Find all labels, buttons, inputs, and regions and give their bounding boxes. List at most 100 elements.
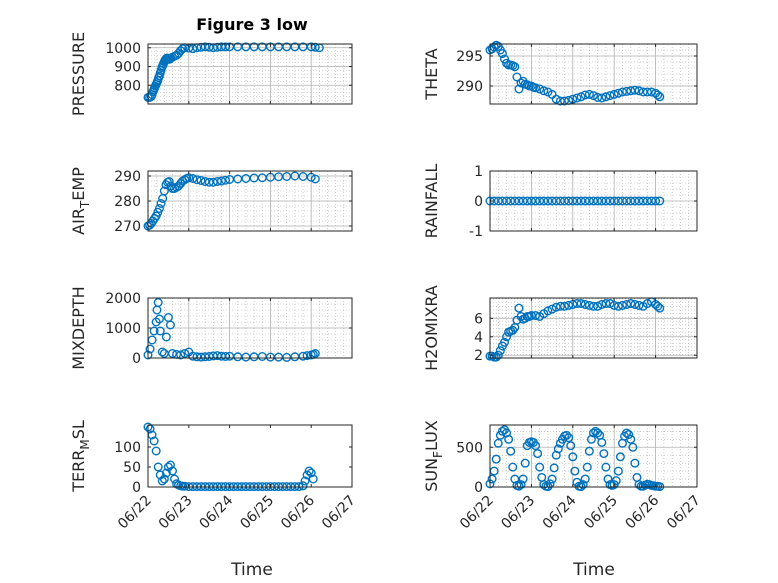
y-tick-label: -1 — [469, 224, 483, 240]
data-point — [613, 88, 623, 98]
x-tick-label: 06/22 — [115, 493, 155, 533]
data-point — [188, 173, 198, 183]
data-point — [208, 177, 218, 187]
data-point — [539, 480, 549, 490]
data-point — [167, 466, 177, 476]
data-point — [165, 460, 175, 470]
data-point — [628, 442, 638, 452]
data-point — [560, 301, 570, 311]
data-point — [642, 299, 652, 309]
data-point — [298, 481, 308, 491]
data-point — [310, 174, 320, 184]
y-tick-label: 280 — [114, 194, 141, 210]
data-point — [547, 304, 557, 314]
data-point — [566, 441, 576, 451]
data-point — [593, 428, 603, 438]
data-point — [601, 92, 611, 102]
data-point — [497, 49, 507, 59]
y-tick-label: 6 — [474, 311, 483, 327]
axes-box — [489, 43, 698, 105]
y-tick-label: 100 — [114, 440, 141, 456]
data-point — [551, 94, 561, 104]
data-point — [304, 466, 314, 476]
data-point — [497, 426, 507, 436]
data-point — [611, 476, 621, 486]
y-axis-label: PRESSURE — [69, 32, 88, 116]
data-point — [499, 337, 509, 347]
y-tick-label: 1 — [474, 164, 483, 180]
data-point — [634, 86, 644, 96]
data-point — [553, 444, 563, 454]
y-tick-label: 500 — [456, 440, 483, 456]
data-point — [547, 474, 557, 484]
data-point — [164, 176, 174, 186]
data-point — [535, 462, 545, 472]
data-point — [192, 175, 202, 185]
data-point — [161, 332, 171, 342]
data-point — [593, 92, 603, 102]
data-point — [153, 298, 163, 308]
data-point — [597, 93, 607, 103]
data-point — [212, 176, 222, 186]
chart-h2omixra: 2 4 6 H2OMIXRA — [422, 285, 698, 371]
data-point — [597, 299, 607, 309]
data-point — [510, 62, 520, 72]
data-point — [145, 344, 155, 354]
chart-rainfall: -1 0 1 RAINFALL — [422, 164, 698, 240]
data-point — [306, 468, 316, 478]
data-point — [493, 350, 503, 360]
data-point — [599, 449, 609, 459]
chart-sun_flux: 06/22 06/23 06/24 06/25 06/26 06/27 0 500 SUNFLU… — [422, 420, 704, 532]
data-point — [630, 458, 640, 468]
y-tick-label: 2000 — [105, 291, 141, 307]
data-point — [310, 349, 320, 359]
data-point — [653, 301, 663, 311]
y-tick-label: 290 — [114, 169, 141, 185]
data-point — [560, 96, 570, 106]
x-tick-label: 06/24 — [540, 492, 580, 532]
x-tick-label: 06/25 — [237, 493, 277, 533]
y-tick-label: 0 — [474, 480, 483, 496]
x-tick-label: 06/27 — [664, 493, 704, 533]
data-point — [626, 434, 636, 444]
chart-pressure: 800 900 1000 PRESSURE — [69, 32, 353, 116]
y-tick-label: 1000 — [105, 41, 141, 57]
axes-box — [147, 43, 353, 105]
data-point — [576, 299, 586, 309]
data-point — [493, 438, 503, 448]
data-point — [589, 301, 599, 311]
chart-terr_msl: 06/22 06/23 06/24 06/25 06/26 06/27 0 50 100 TERR… — [69, 420, 359, 532]
data-point — [584, 89, 594, 99]
data-point — [601, 462, 611, 472]
x-tick-label: 06/26 — [623, 492, 663, 532]
data-point — [180, 349, 190, 359]
x-tick-label: 06/22 — [457, 493, 497, 533]
axes-box — [147, 424, 353, 488]
data-point — [568, 452, 578, 462]
y-tick-label: 4 — [474, 330, 483, 346]
y-tick-label: 295 — [456, 49, 483, 65]
data-point — [516, 480, 526, 490]
data-point — [572, 93, 582, 103]
data-point — [491, 454, 501, 464]
data-point — [580, 474, 590, 484]
y-tick-label: 2 — [474, 348, 483, 364]
x-tick-label: 06/23 — [498, 493, 538, 533]
data-point — [154, 314, 164, 324]
data-point — [487, 474, 497, 484]
data-point — [155, 326, 165, 336]
y-axis-label: TERRMSL — [69, 420, 92, 493]
y-tick-label: 0 — [132, 351, 141, 367]
data-point — [564, 433, 574, 443]
data-point — [613, 466, 623, 476]
data-point — [221, 175, 231, 185]
data-point — [655, 303, 665, 313]
x-tick-label: 06/24 — [197, 492, 237, 532]
y-tick-label: 50 — [123, 460, 141, 476]
data-point — [584, 446, 594, 456]
data-point — [161, 468, 171, 478]
axes-box — [489, 297, 698, 359]
data-point — [578, 480, 588, 490]
data-point — [149, 436, 159, 446]
